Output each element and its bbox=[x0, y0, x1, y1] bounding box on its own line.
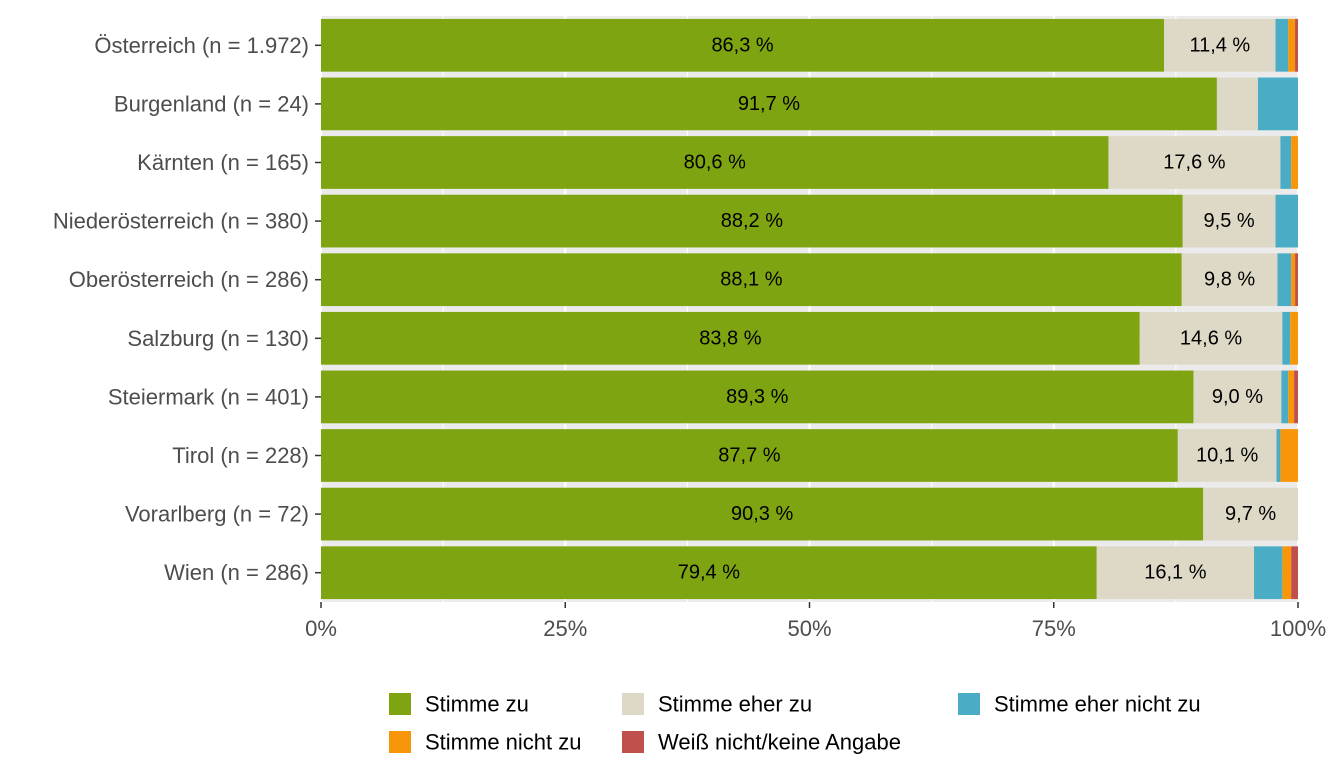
bar-segment bbox=[1291, 253, 1296, 307]
legend-item: Stimme zu bbox=[389, 692, 529, 717]
bar-segment bbox=[1281, 370, 1289, 424]
category-label: Tirol (n = 228) bbox=[172, 443, 309, 468]
x-tick-label: 0% bbox=[305, 616, 337, 641]
bar-segment bbox=[1276, 429, 1281, 482]
x-tick-label: 50% bbox=[787, 616, 831, 641]
bar-segment bbox=[1203, 487, 1298, 541]
legend-item: Weiß nicht/keine Angabe bbox=[622, 730, 901, 755]
data-label: 80,6 % bbox=[684, 152, 746, 174]
data-label: 88,1 % bbox=[720, 269, 782, 291]
bar-segment bbox=[321, 487, 1204, 541]
bar-segment bbox=[1216, 77, 1258, 131]
bar-segment bbox=[1096, 546, 1255, 600]
bar-segment bbox=[1193, 370, 1282, 424]
bar-segment bbox=[321, 311, 1140, 365]
legend-label: Stimme eher zu bbox=[658, 692, 812, 717]
bar-segment bbox=[1275, 194, 1298, 248]
bar-segment bbox=[1295, 253, 1298, 307]
legend-swatch bbox=[622, 693, 644, 715]
bar-segment bbox=[321, 18, 1165, 72]
bar-segment bbox=[1280, 136, 1292, 189]
legend-item: Stimme eher zu bbox=[622, 692, 812, 717]
data-label: 83,8 % bbox=[699, 327, 761, 349]
legend-item: Stimme eher nicht zu bbox=[958, 692, 1201, 717]
bar-segment bbox=[321, 429, 1178, 482]
bar-segment bbox=[1282, 546, 1292, 600]
data-label: 16,1 % bbox=[1144, 562, 1206, 584]
bar-segment bbox=[1288, 370, 1295, 424]
data-label: 86,3 % bbox=[711, 34, 773, 56]
data-label: 11,4 % bbox=[1189, 34, 1250, 56]
bar-segment bbox=[1275, 18, 1289, 72]
legend-label: Stimme eher nicht zu bbox=[994, 692, 1201, 717]
x-tick-label: 25% bbox=[543, 616, 587, 641]
bar-segment bbox=[1181, 253, 1278, 307]
bar-segment bbox=[1164, 18, 1276, 72]
legend: Stimme zu Stimme eher zu Stimme eher nicht… bbox=[389, 692, 1201, 755]
category-label: Oberösterreich (n = 286) bbox=[69, 267, 309, 292]
data-label: 79,4 % bbox=[678, 562, 740, 584]
legend-swatch bbox=[958, 693, 980, 715]
legend-swatch bbox=[389, 693, 411, 715]
category-label: Wien (n = 286) bbox=[164, 560, 309, 585]
bar-segment bbox=[1291, 136, 1298, 189]
bar-segment bbox=[1139, 311, 1283, 365]
legend-label: Stimme nicht zu bbox=[425, 730, 582, 755]
category-label: Kärnten (n = 165) bbox=[137, 150, 309, 175]
category-label: Österreich (n = 1.972) bbox=[94, 33, 309, 58]
bar-segment bbox=[1282, 311, 1291, 365]
category-label: Steiermark (n = 401) bbox=[108, 384, 309, 409]
category-label: Vorarlberg (n = 72) bbox=[125, 502, 309, 527]
bar-segment bbox=[1290, 311, 1298, 365]
category-labels: Österreich (n = 1.972) Burgenland (n = 24… bbox=[53, 33, 321, 585]
legend-swatch bbox=[622, 731, 644, 753]
category-label: Salzburg (n = 130) bbox=[127, 326, 309, 351]
bar-segment bbox=[1288, 18, 1296, 72]
bar-segment bbox=[1277, 253, 1292, 307]
bar-segment bbox=[1295, 18, 1298, 72]
category-label: Niederösterreich (n = 380) bbox=[53, 209, 309, 234]
bar-segment bbox=[1177, 429, 1277, 482]
data-label: 90,3 % bbox=[731, 503, 793, 525]
data-label: 9,7 % bbox=[1225, 503, 1276, 525]
data-label: 10,1 % bbox=[1196, 445, 1258, 467]
bar-segment bbox=[1291, 546, 1298, 600]
data-label: 9,0 % bbox=[1212, 386, 1263, 408]
bar-segment bbox=[321, 77, 1217, 131]
bar-segment bbox=[1108, 136, 1281, 189]
data-label: 14,6 % bbox=[1180, 327, 1242, 349]
legend-item: Stimme nicht zu bbox=[389, 730, 582, 755]
x-tick-label: 75% bbox=[1032, 616, 1076, 641]
bar-segment bbox=[1254, 546, 1283, 600]
bars: 86,3 % 11,4 % 91,7 % 80,6 % 17,6 % 88,2 % 9,5 … bbox=[321, 18, 1298, 600]
legend-swatch bbox=[389, 731, 411, 753]
x-axis: 0% 25% 50% 75% 100% bbox=[305, 602, 1326, 641]
bar-segment bbox=[1257, 77, 1298, 131]
legend-label: Weiß nicht/keine Angabe bbox=[658, 730, 901, 755]
bar-segment bbox=[1182, 194, 1276, 248]
data-label: 87,7 % bbox=[718, 445, 780, 467]
bar-segment bbox=[321, 253, 1182, 307]
data-label: 91,7 % bbox=[738, 93, 800, 115]
data-label: 88,2 % bbox=[721, 210, 783, 232]
bar-segment bbox=[321, 194, 1183, 248]
category-label: Burgenland (n = 24) bbox=[114, 91, 309, 116]
data-label: 89,3 % bbox=[726, 386, 788, 408]
data-label: 9,5 % bbox=[1204, 210, 1255, 232]
x-tick-label: 100% bbox=[1270, 616, 1326, 641]
bar-segment bbox=[321, 136, 1109, 189]
bar-segment bbox=[321, 370, 1194, 424]
bar-segment bbox=[1280, 429, 1298, 482]
bar-segment bbox=[1294, 370, 1298, 424]
legend-label: Stimme zu bbox=[425, 692, 529, 717]
data-label: 9,8 % bbox=[1204, 269, 1255, 291]
data-label: 17,6 % bbox=[1163, 152, 1225, 174]
bar-segment bbox=[321, 546, 1097, 600]
